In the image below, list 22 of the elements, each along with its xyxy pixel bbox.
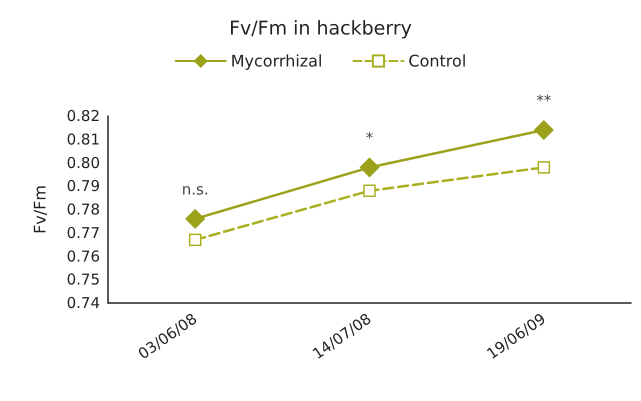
y-tick-label: 0.79 — [66, 177, 100, 196]
y-axis-title: Fv/Fm — [30, 185, 50, 234]
y-tick-label: 0.75 — [66, 270, 100, 289]
point — [534, 120, 554, 140]
point — [188, 234, 202, 246]
annotation: * — [366, 128, 374, 147]
legend-label: Control — [408, 52, 466, 70]
annotation: n.s. — [182, 180, 209, 198]
annotation: ** — [536, 92, 552, 110]
y-tick-label: 0.78 — [66, 200, 100, 218]
y-tick-label: 0.82 — [66, 107, 100, 125]
point — [363, 184, 376, 198]
chart-title: Fv/Fm in hackberry — [229, 18, 412, 40]
y-tick-label: 0.76 — [66, 247, 100, 266]
y-tick-label: 0.80 — [66, 154, 100, 172]
y-tick-label: 0.74 — [66, 294, 100, 312]
point — [360, 158, 380, 178]
legend-label: Mycorrhizal — [230, 52, 322, 70]
point — [185, 209, 205, 229]
y-tick-label: 0.77 — [66, 224, 100, 242]
y-tick-label: 0.81 — [66, 130, 100, 148]
point — [538, 161, 550, 174]
